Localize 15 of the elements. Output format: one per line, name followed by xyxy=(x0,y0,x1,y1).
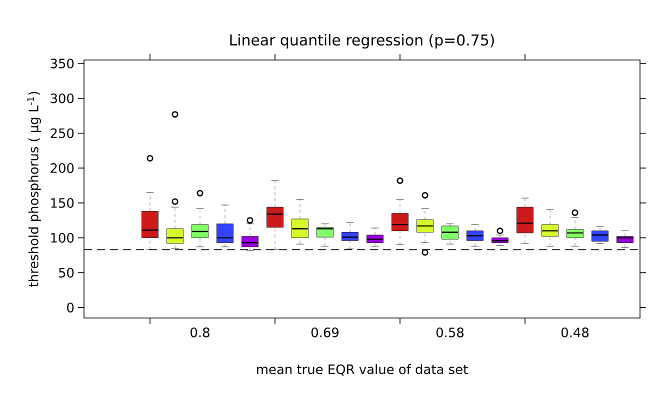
y-tick-label: 100 xyxy=(51,232,74,243)
x-tick-label: 0.69 xyxy=(311,328,339,338)
chart-title: Linear quantile regression (p=0.75) xyxy=(230,34,494,48)
x-tick-label: 0.48 xyxy=(561,328,589,338)
y-tick-label: 0 xyxy=(67,302,74,312)
x-axis-title: mean true EQR value of data set xyxy=(257,364,468,376)
y-tick-label: 250 xyxy=(50,128,74,138)
y-tick-label: 50 xyxy=(59,268,74,278)
x-tick-label: 0.8 xyxy=(190,328,210,338)
y-tick-label: 200 xyxy=(50,163,74,173)
y-tick-label: 300 xyxy=(50,93,74,104)
y-axis-title: threshold phosphorus ( µg L$^{-1}$) xyxy=(27,92,41,287)
x-tick-label: 0.58 xyxy=(436,328,464,338)
y-tick-label: 350 xyxy=(50,58,74,68)
y-tick-label: 150 xyxy=(51,198,74,208)
